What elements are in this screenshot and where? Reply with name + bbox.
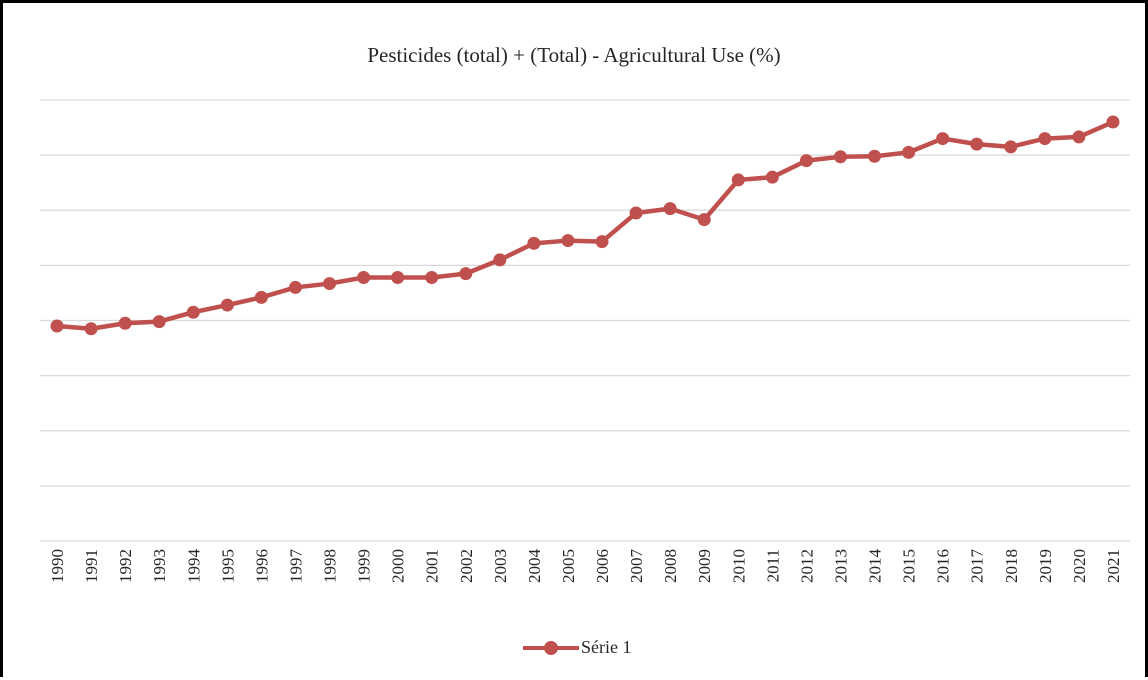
x-tick-label: 2004 xyxy=(525,549,544,584)
x-tick-label: 2013 xyxy=(831,549,850,583)
x-tick-label: 2007 xyxy=(627,549,646,584)
data-point xyxy=(561,234,575,248)
data-point xyxy=(1106,115,1120,129)
legend-swatch-series-1 xyxy=(523,640,579,656)
x-tick-label: 1999 xyxy=(355,549,374,583)
line-chart: 1990 1991 1992 1993 1994 1995 1996 1997 1998 1999… xyxy=(40,99,1130,584)
x-tick-label: 2008 xyxy=(661,549,680,583)
x-tick-label: 2005 xyxy=(559,549,578,583)
data-point xyxy=(799,154,813,168)
data-point xyxy=(220,298,234,312)
x-tick-label: 2011 xyxy=(763,549,782,582)
data-point xyxy=(152,315,166,329)
data-point xyxy=(936,132,950,146)
legend-label-series-1: Série 1 xyxy=(581,637,632,657)
x-tick-label: 2018 xyxy=(1002,549,1021,583)
data-point xyxy=(493,253,507,267)
data-point xyxy=(425,271,439,285)
x-tick-label: 1997 xyxy=(286,549,305,584)
x-tick-label: 1992 xyxy=(116,549,135,583)
x-tick-label: 2020 xyxy=(1070,549,1089,583)
x-tick-label: 1996 xyxy=(252,549,271,583)
data-point xyxy=(595,235,609,249)
data-point xyxy=(902,145,916,159)
data-point xyxy=(833,150,847,164)
x-tick-label: 2000 xyxy=(389,549,408,583)
data-point xyxy=(765,170,779,184)
chart-title: Pesticides (total) + (Total) - Agricultu… xyxy=(367,43,781,67)
series-line xyxy=(54,119,1116,332)
x-tick-label: 2010 xyxy=(729,549,748,583)
x-tick-label: 2015 xyxy=(900,549,919,583)
data-point xyxy=(50,319,64,333)
x-tick-label: 2006 xyxy=(593,549,612,583)
data-point xyxy=(254,290,268,304)
data-point xyxy=(459,267,473,281)
x-tick-label: 2009 xyxy=(695,549,714,583)
data-point xyxy=(323,277,337,291)
data-point xyxy=(697,213,711,227)
x-tick-label: 2001 xyxy=(423,549,442,583)
x-tick-label: 2012 xyxy=(797,549,816,583)
data-point xyxy=(84,322,98,336)
x-tick-label: 2019 xyxy=(1036,549,1055,583)
x-tick-label: 1991 xyxy=(82,549,101,583)
data-point xyxy=(970,137,984,151)
data-point xyxy=(663,202,677,216)
data-point xyxy=(868,149,882,163)
data-point xyxy=(1004,140,1018,154)
x-tick-label: 1993 xyxy=(150,549,169,583)
data-point xyxy=(357,271,371,285)
data-point xyxy=(629,206,643,220)
x-tick-label: 1995 xyxy=(218,549,237,583)
x-tick-label: 2002 xyxy=(457,549,476,583)
chart-legend: Série 1 xyxy=(523,637,631,658)
data-point xyxy=(118,316,132,330)
x-tick-label: 2016 xyxy=(934,549,953,583)
x-tick-label: 2017 xyxy=(968,549,987,584)
x-tick-label: 2014 xyxy=(866,549,885,584)
data-point xyxy=(391,271,405,285)
x-tick-label: 1990 xyxy=(48,549,67,583)
x-tick-label: 2021 xyxy=(1104,549,1123,583)
data-point xyxy=(527,236,541,250)
data-point xyxy=(1038,132,1052,146)
x-tick-label: 1994 xyxy=(184,549,203,584)
data-point xyxy=(288,280,302,294)
data-point xyxy=(731,173,745,187)
data-point xyxy=(1072,130,1086,144)
x-tick-label: 1998 xyxy=(321,549,340,583)
x-tick-label: 2003 xyxy=(491,549,510,583)
data-point xyxy=(186,305,200,319)
